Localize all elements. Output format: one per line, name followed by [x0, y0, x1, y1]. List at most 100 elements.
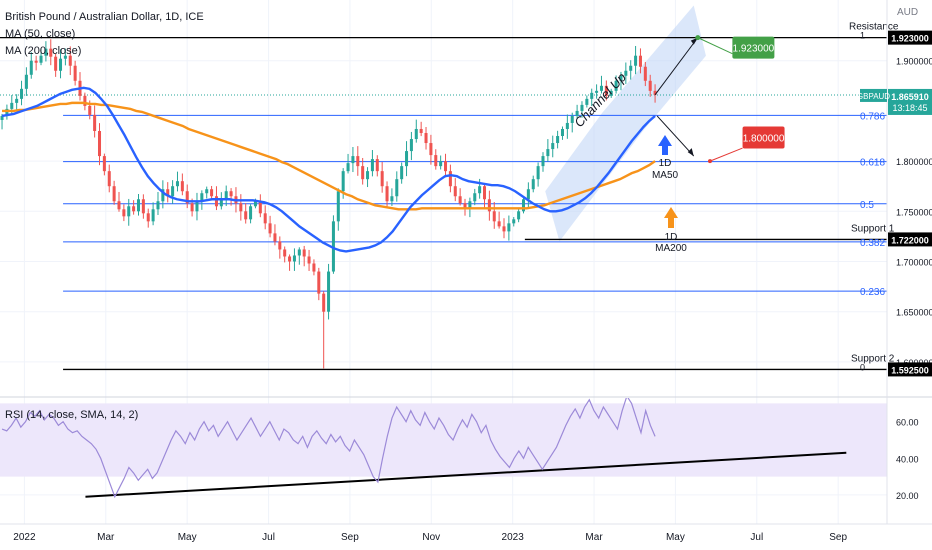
resistance-tag-text: 1.923000: [891, 34, 929, 44]
bear-arrowhead-icon: [687, 148, 694, 157]
candle-body: [517, 211, 521, 220]
rsi-band: [0, 403, 887, 477]
resistance-tag: [888, 30, 932, 45]
candle-body: [122, 209, 126, 217]
target-boxes: 1.923000 1.800000: [732, 36, 785, 149]
candle-body: [63, 55, 67, 59]
time-tick: May: [666, 532, 685, 543]
candle-body: [83, 95, 87, 106]
projection-arrows: [654, 35, 743, 164]
candle-body: [405, 151, 409, 167]
ma50-tag-line2: MA50: [652, 170, 679, 181]
candle-body: [507, 223, 511, 232]
support-1-label: Support 1: [851, 223, 895, 234]
candle-body: [15, 98, 19, 103]
candle-body: [497, 221, 501, 227]
candle-body: [336, 191, 340, 222]
candle-body: [112, 186, 116, 202]
rsi-support-trendline: [85, 451, 847, 498]
fib-label-0.618: 0.618: [860, 158, 885, 169]
ma200-tag-line2: MA200: [655, 243, 687, 254]
candle-body: [180, 181, 184, 192]
candle-body: [526, 189, 530, 200]
candle-body: [44, 48, 48, 56]
candle-body: [463, 203, 467, 210]
ma200-line: [2, 101, 656, 211]
ma200-arrow-icon: [664, 207, 678, 228]
candle-body: [59, 58, 63, 71]
candle-body: [453, 186, 457, 197]
candle-body: [239, 203, 243, 212]
rsi-pane: [0, 398, 887, 499]
candle-body: [590, 92, 594, 99]
bull-projection-line: [654, 37, 699, 96]
candle-body: [20, 88, 24, 99]
ma50-arrow-icon: [658, 135, 672, 155]
time-tick: Sep: [829, 532, 847, 543]
candle-body: [541, 156, 545, 167]
candle-body: [5, 108, 9, 116]
candle-body: [585, 98, 589, 105]
candle-body: [341, 171, 345, 192]
candle-body: [249, 206, 253, 220]
candle-body: [156, 201, 160, 210]
rsi-line: [1, 398, 656, 499]
candle-body: [361, 166, 365, 180]
candle-body: [400, 166, 404, 180]
candle-body: [39, 55, 43, 63]
candle-body: [190, 203, 194, 212]
candle-body: [351, 156, 355, 164]
bull-target-label: 1.923000: [733, 44, 775, 55]
fib-label-0.786: 0.786: [860, 111, 885, 122]
ma200-tag-line1: 1D: [665, 232, 678, 243]
candle-body: [229, 191, 233, 197]
candle-body: [638, 55, 642, 67]
candle-body: [473, 193, 477, 202]
candle-body: [88, 105, 92, 115]
candle-body: [458, 196, 462, 204]
candle-body: [575, 110, 579, 116]
candle-body: [366, 171, 370, 180]
candle-body: [253, 201, 257, 207]
candle-body: [390, 196, 394, 202]
candle-body: [448, 171, 452, 187]
time-tick: 2022: [13, 532, 36, 543]
candle-body: [34, 60, 38, 63]
candle-body: [375, 159, 379, 172]
bear-target-connector: [709, 147, 743, 162]
ma-tags: 1D MA50 1D MA200: [652, 135, 687, 254]
candle-body: [54, 56, 58, 71]
bear-target-label: 1.800000: [743, 134, 785, 145]
candle-body: [292, 255, 296, 262]
candle-body: [414, 128, 418, 140]
candle-body: [429, 143, 433, 156]
candle-body: [624, 70, 628, 76]
time-tick: 2023: [502, 532, 525, 543]
last-price-tag: [888, 88, 932, 115]
support-2-tag-text: 1.592500: [891, 365, 929, 375]
candle-body: [560, 128, 564, 137]
time-tick: Mar: [585, 532, 603, 543]
candle-body: [244, 211, 248, 220]
candle-body: [385, 186, 389, 202]
candle-body: [536, 166, 540, 180]
time-tick: May: [178, 532, 197, 543]
candle-body: [512, 219, 516, 224]
candle-body: [346, 163, 350, 172]
resistance-label: Resistance: [849, 22, 899, 33]
candle-body: [629, 65, 633, 71]
rsi-tick: 60.00: [896, 418, 919, 428]
candle-body: [370, 159, 374, 172]
bull-target-dot: [695, 35, 701, 41]
candle-body: [268, 223, 272, 234]
candle-body: [312, 263, 316, 272]
resistance-sublabel: 1: [860, 31, 865, 41]
candle-body: [97, 130, 102, 157]
candle-body: [29, 60, 33, 75]
candle-body: [127, 206, 131, 217]
rsi-legend: RSI (14, close, SMA, 14, 2): [5, 409, 138, 421]
candle-body: [648, 80, 652, 91]
candle-body: [521, 199, 526, 212]
candle-body: [117, 201, 121, 210]
